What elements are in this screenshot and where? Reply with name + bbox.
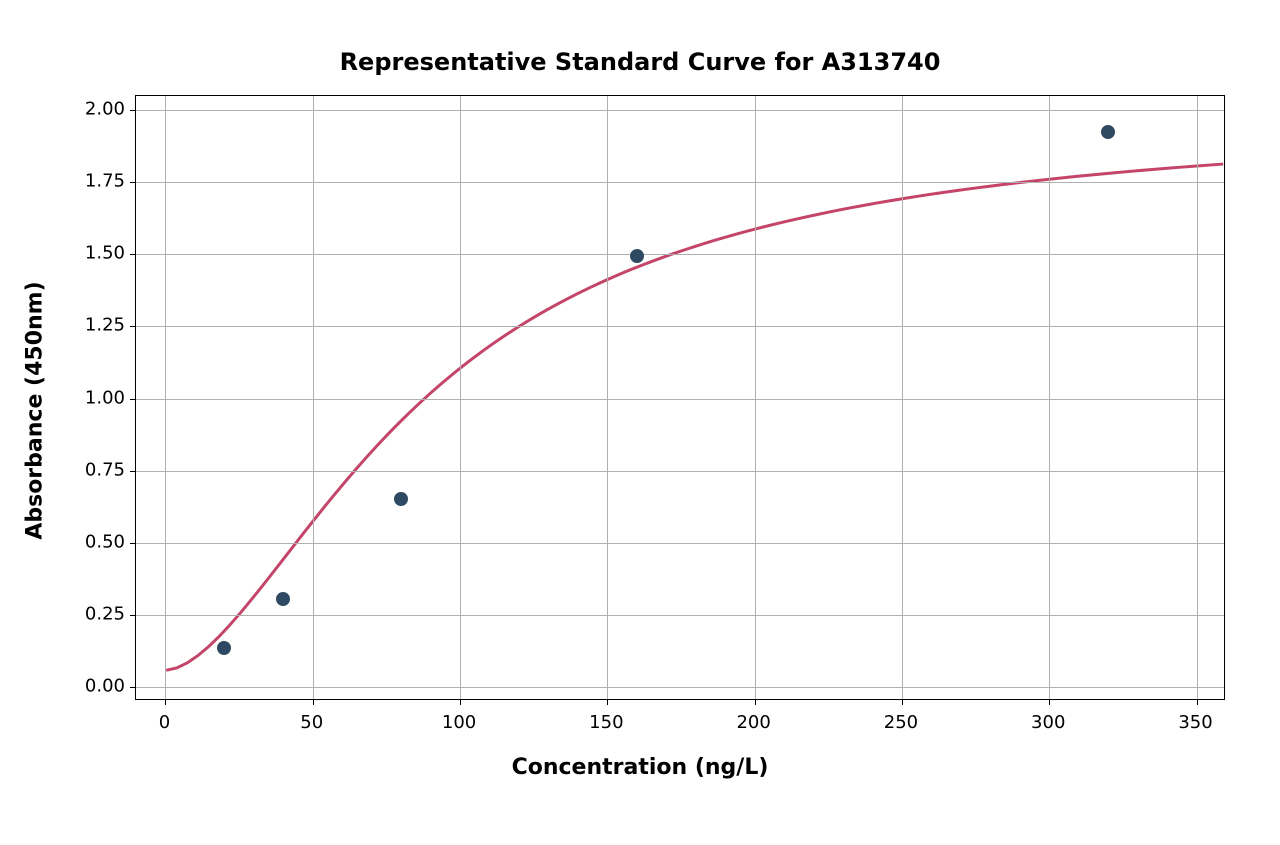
x-tick-label: 350	[1178, 712, 1212, 733]
x-tick-label: 150	[589, 712, 623, 733]
plot-area	[135, 95, 1225, 700]
tick-mark-y	[130, 471, 136, 472]
y-axis-label: Absorbance (450nm)	[23, 260, 48, 560]
data-point	[276, 592, 290, 606]
grid-line-vertical	[607, 96, 608, 699]
y-tick-label: 1.00	[75, 387, 125, 408]
x-tick-label: 100	[442, 712, 476, 733]
tick-mark-y	[130, 399, 136, 400]
tick-mark-x	[460, 699, 461, 705]
grid-line-horizontal	[136, 687, 1224, 688]
y-tick-label: 0.00	[75, 675, 125, 696]
grid-line-vertical	[165, 96, 166, 699]
tick-mark-x	[313, 699, 314, 705]
tick-mark-y	[130, 254, 136, 255]
tick-mark-y	[130, 687, 136, 688]
x-tick-label: 250	[884, 712, 918, 733]
grid-line-vertical	[313, 96, 314, 699]
y-tick-label: 0.50	[75, 531, 125, 552]
data-point	[630, 249, 644, 263]
y-tick-label: 0.75	[75, 459, 125, 480]
grid-line-vertical	[1049, 96, 1050, 699]
curve-svg	[136, 96, 1224, 699]
chart-title: Representative Standard Curve for A31374…	[0, 48, 1280, 76]
tick-mark-x	[902, 699, 903, 705]
y-tick-label: 2.00	[75, 99, 125, 120]
tick-mark-y	[130, 182, 136, 183]
tick-mark-x	[1049, 699, 1050, 705]
grid-line-horizontal	[136, 326, 1224, 327]
grid-line-vertical	[1197, 96, 1198, 699]
grid-line-horizontal	[136, 615, 1224, 616]
tick-mark-x	[607, 699, 608, 705]
tick-mark-x	[755, 699, 756, 705]
x-tick-label: 200	[736, 712, 770, 733]
chart-container: Representative Standard Curve for A31374…	[0, 0, 1280, 845]
grid-line-horizontal	[136, 254, 1224, 255]
x-tick-label: 0	[159, 712, 170, 733]
fit-curve	[166, 164, 1223, 670]
tick-mark-x	[1197, 699, 1198, 705]
tick-mark-y	[130, 615, 136, 616]
tick-mark-y	[130, 543, 136, 544]
grid-line-horizontal	[136, 471, 1224, 472]
grid-line-vertical	[460, 96, 461, 699]
x-tick-label: 300	[1031, 712, 1065, 733]
grid-line-vertical	[755, 96, 756, 699]
y-tick-label: 0.25	[75, 603, 125, 624]
y-tick-label: 1.50	[75, 243, 125, 264]
grid-line-vertical	[902, 96, 903, 699]
y-tick-label: 1.25	[75, 315, 125, 336]
grid-line-horizontal	[136, 110, 1224, 111]
data-point	[1101, 125, 1115, 139]
x-axis-label: Concentration (ng/L)	[0, 755, 1280, 780]
y-tick-label: 1.75	[75, 171, 125, 192]
grid-line-horizontal	[136, 543, 1224, 544]
grid-line-horizontal	[136, 182, 1224, 183]
data-point	[217, 641, 231, 655]
tick-mark-y	[130, 326, 136, 327]
grid-line-horizontal	[136, 399, 1224, 400]
data-point	[394, 492, 408, 506]
x-tick-label: 50	[300, 712, 323, 733]
tick-mark-y	[130, 110, 136, 111]
tick-mark-x	[165, 699, 166, 705]
